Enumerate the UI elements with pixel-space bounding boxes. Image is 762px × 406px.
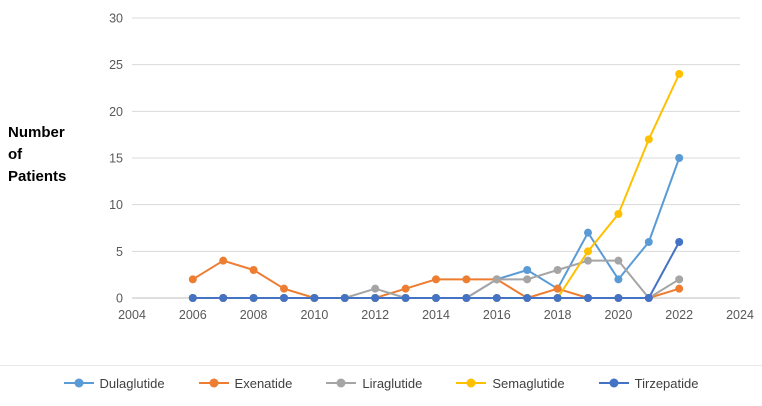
data-point-exenatide-2015 xyxy=(462,275,471,284)
data-point-tirzepatide-2009 xyxy=(280,294,288,302)
y-axis-title: Number of Patients xyxy=(8,122,90,187)
data-point-liraglutide-2019 xyxy=(584,256,592,265)
legend-marker-icon xyxy=(456,378,487,388)
plot-area-container: 0 5 10 15 20 25 30 2004 2006 2008 2010 2012 2014 2016… xyxy=(92,4,754,342)
data-point-tirzepatide-2018 xyxy=(553,294,562,302)
series-line-tirzepatide xyxy=(191,241,681,299)
data-point-tirzepatide-2013 xyxy=(401,294,410,302)
data-point-exenatide-2022 xyxy=(675,284,684,293)
x-tick-label: 2024 xyxy=(726,308,754,322)
legend-marker-icon xyxy=(63,378,94,388)
data-point-dulaglutide-2017 xyxy=(523,266,532,274)
legend-item-dulaglutide[interactable]: Dulaglutide xyxy=(63,375,165,391)
data-point-dulaglutide-2021 xyxy=(644,238,653,246)
data-point-liraglutide-2012 xyxy=(371,284,380,293)
data-point-liraglutide-2016 xyxy=(492,275,501,284)
data-point-tirzepatide-2020 xyxy=(614,294,623,302)
legend-label: Dulaglutide xyxy=(99,375,165,391)
y-tick-label: 25 xyxy=(109,58,123,72)
legend-label: Liraglutide xyxy=(362,375,423,391)
data-point-tirzepatide-2011 xyxy=(340,294,349,302)
data-point-dulaglutide-2019 xyxy=(584,228,592,237)
y-tick-label: 5 xyxy=(116,245,123,259)
data-point-tirzepatide-2022 xyxy=(675,238,684,246)
x-tick-label: 2004 xyxy=(118,308,146,322)
legend-label: Semaglutide xyxy=(492,375,565,391)
legend-marker-icon xyxy=(326,378,357,388)
chart-legend: Dulaglutide Exenatide Liraglutide Semagluti… xyxy=(0,365,762,400)
data-point-dulaglutide-2020 xyxy=(614,275,623,284)
y-axis-title-line: Patients xyxy=(8,167,67,185)
data-point-semaglutide-2020 xyxy=(614,210,623,218)
y-axis-title-line: Number xyxy=(8,124,65,141)
data-point-liraglutide-2022 xyxy=(675,275,684,284)
legend-item-semaglutide[interactable]: Semaglutide xyxy=(456,375,565,391)
legend-marker-icon xyxy=(598,378,629,388)
x-tick-label: 2014 xyxy=(422,308,450,322)
data-point-tirzepatide-2008 xyxy=(249,294,258,302)
data-point-semaglutide-2022 xyxy=(675,70,684,78)
x-tick-label: 2016 xyxy=(483,308,511,322)
data-point-semaglutide-2019 xyxy=(584,247,592,256)
data-point-liraglutide-2017 xyxy=(523,275,532,284)
y-tick-label: 0 xyxy=(116,292,123,306)
data-point-tirzepatide-2017 xyxy=(523,294,532,302)
x-tick-label: 2006 xyxy=(179,308,207,322)
legend-label: Exenatide xyxy=(234,375,293,391)
x-tick-label: 2020 xyxy=(604,308,632,322)
y-tick-label: 20 xyxy=(109,105,123,119)
data-point-exenatide-2008 xyxy=(249,266,258,274)
x-tick-label: 2008 xyxy=(240,308,268,322)
data-point-tirzepatide-2014 xyxy=(432,294,440,302)
data-point-tirzepatide-2006 xyxy=(188,294,197,302)
legend-item-exenatide[interactable]: Exenatide xyxy=(198,375,293,391)
legend-marker-icon xyxy=(198,378,229,388)
x-tick-label: 2018 xyxy=(544,308,572,322)
data-point-dulaglutide-2022 xyxy=(675,154,684,162)
x-tick-label: 2012 xyxy=(361,308,389,322)
data-point-exenatide-2013 xyxy=(401,284,410,293)
data-point-liraglutide-2018 xyxy=(553,266,562,274)
data-point-exenatide-2018 xyxy=(553,284,562,293)
x-tick-label: 2010 xyxy=(300,308,328,322)
data-point-tirzepatide-2019 xyxy=(584,294,592,302)
data-point-exenatide-2014 xyxy=(432,275,440,284)
data-point-tirzepatide-2012 xyxy=(371,294,380,302)
y-axis-title-line: of xyxy=(8,145,23,163)
line-chart-svg: 0 5 10 15 20 25 30 2004 2006 2008 2010 2012 2014 2016… xyxy=(109,12,754,323)
y-tick-label: 30 xyxy=(109,12,123,26)
data-point-liraglutide-2020 xyxy=(614,256,623,265)
data-point-tirzepatide-2015 xyxy=(462,294,471,302)
data-point-semaglutide-2021 xyxy=(644,135,653,144)
legend-item-liraglutide[interactable]: Liraglutide xyxy=(326,376,422,391)
data-point-tirzepatide-2021 xyxy=(644,294,653,302)
data-point-tirzepatide-2016 xyxy=(492,294,501,302)
legend-label: Tirzepatide xyxy=(634,375,699,391)
data-point-exenatide-2006 xyxy=(188,275,197,284)
y-tick-label: 15 xyxy=(109,152,123,166)
series-line-semaglutide xyxy=(191,73,681,299)
data-point-exenatide-2009 xyxy=(280,284,288,293)
y-tick-label: 10 xyxy=(109,198,123,212)
data-point-tirzepatide-2010 xyxy=(310,294,319,302)
legend-item-tirzepatide[interactable]: Tirzepatide xyxy=(598,375,699,391)
x-tick-label: 2022 xyxy=(665,308,693,322)
data-point-exenatide-2007 xyxy=(219,256,228,265)
data-point-tirzepatide-2007 xyxy=(219,294,228,302)
